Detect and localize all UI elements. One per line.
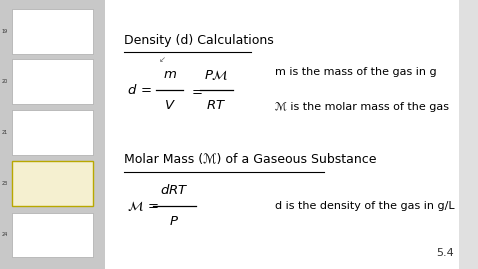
- Text: 5.4: 5.4: [436, 248, 454, 258]
- Text: 19: 19: [2, 29, 8, 34]
- Bar: [0, 0, 105, 269]
- Text: 24: 24: [2, 232, 8, 237]
- Text: $=$: $=$: [189, 84, 203, 97]
- Bar: [12, 9, 93, 54]
- Bar: [12, 110, 93, 155]
- Text: Density (d) Calculations: Density (d) Calculations: [124, 34, 274, 47]
- Text: $V$: $V$: [164, 99, 175, 112]
- Text: 23: 23: [2, 181, 8, 186]
- Text: $d\,=$: $d\,=$: [127, 83, 152, 97]
- Bar: [12, 161, 93, 206]
- Text: $\mathcal{M}\,=$: $\mathcal{M}\,=$: [127, 199, 159, 213]
- Text: $dRT$: $dRT$: [160, 183, 189, 197]
- Bar: [12, 213, 93, 257]
- Text: ↙: ↙: [159, 55, 166, 64]
- Bar: [12, 59, 93, 104]
- Text: Molar Mass (ℳ) of a Gaseous Substance: Molar Mass (ℳ) of a Gaseous Substance: [124, 153, 377, 166]
- Text: ℳ is the molar mass of the gas: ℳ is the molar mass of the gas: [275, 102, 449, 112]
- Text: d is the density of the gas in g/L: d is the density of the gas in g/L: [275, 201, 455, 211]
- Text: m is the mass of the gas in g: m is the mass of the gas in g: [275, 67, 436, 77]
- Text: $m$: $m$: [163, 68, 177, 81]
- Text: $P$: $P$: [170, 215, 179, 228]
- Text: 20: 20: [2, 79, 8, 84]
- Bar: [105, 0, 459, 269]
- Text: $P\mathcal{M}$: $P\mathcal{M}$: [204, 68, 229, 82]
- Bar: [459, 0, 478, 269]
- Text: 21: 21: [2, 130, 8, 135]
- Text: $RT$: $RT$: [206, 99, 227, 112]
